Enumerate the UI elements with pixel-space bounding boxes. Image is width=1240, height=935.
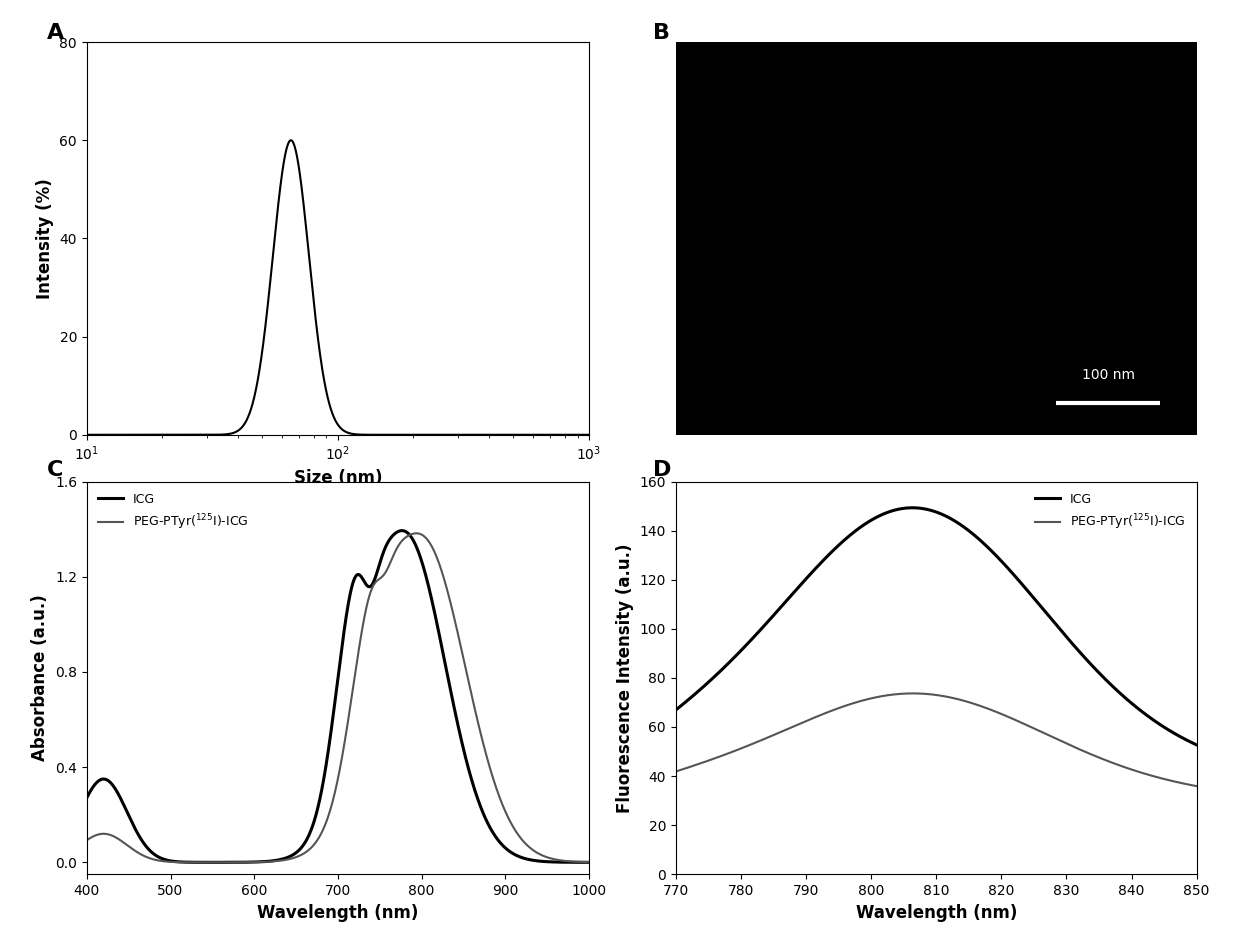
Y-axis label: Fluorescence Intensity (a.u.): Fluorescence Intensity (a.u.) [616,543,634,813]
Legend: ICG, PEG-PTyr($^{125}$I)-ICG: ICG, PEG-PTyr($^{125}$I)-ICG [1029,488,1190,537]
X-axis label: Wavelength (nm): Wavelength (nm) [257,903,419,922]
Legend: ICG, PEG-PTyr($^{125}$I)-ICG: ICG, PEG-PTyr($^{125}$I)-ICG [93,488,254,537]
X-axis label: Size (nm): Size (nm) [294,468,382,486]
Y-axis label: Intensity (%): Intensity (%) [36,178,53,299]
X-axis label: Wavelength (nm): Wavelength (nm) [856,903,1017,922]
Text: D: D [653,460,672,480]
Text: A: A [47,23,64,43]
Text: C: C [47,460,63,480]
Y-axis label: Absorbance (a.u.): Absorbance (a.u.) [31,595,50,761]
Text: 100 nm: 100 nm [1081,367,1135,381]
Text: B: B [653,23,671,43]
